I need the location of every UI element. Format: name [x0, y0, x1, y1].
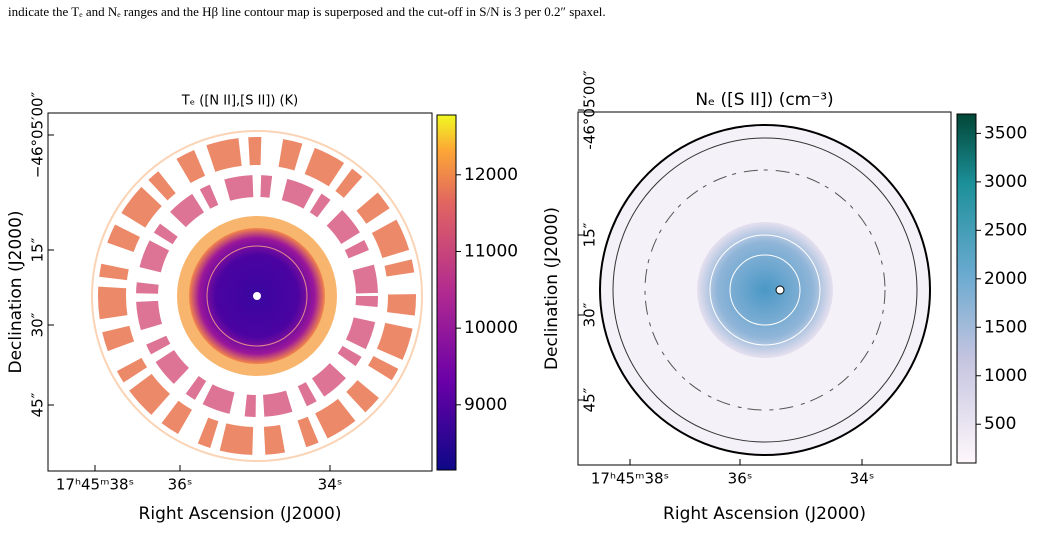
colorbar-tick-label: 3000 — [984, 172, 1027, 192]
x-tick-label: 17ʰ45ᵐ38ˢ — [56, 476, 134, 494]
panel-title: Nₑ ([S II]) (cm⁻³) — [695, 90, 833, 110]
colorbar-tick-label: 11000 — [464, 241, 518, 261]
axes-frame — [577, 111, 952, 466]
x-tick-label: 34ˢ — [850, 470, 875, 488]
te-map — [91, 130, 423, 462]
y-tick-label: 30″ — [29, 312, 47, 337]
y-tick-label: 15″ — [29, 237, 47, 262]
colorbar-tick-label: 3500 — [984, 123, 1027, 143]
y-tick-label: -46°05′00″ — [581, 70, 599, 150]
axes-frame — [47, 112, 433, 472]
colorbar-tick-label: 1000 — [984, 366, 1027, 386]
colorbar-tick-label: 500 — [984, 414, 1016, 434]
y-tick-label: 45″ — [581, 387, 599, 412]
colorbar-tick-label: 10000 — [464, 318, 518, 338]
colorbar — [436, 114, 457, 471]
y-axis-label: Declination (J2000) — [542, 207, 562, 370]
panel-title: Tₑ ([N II],[S II]) (K) — [181, 94, 298, 109]
colorbar — [956, 113, 977, 464]
colorbar-tick-label: 1500 — [984, 317, 1027, 337]
colorbar-tick-label: 12000 — [464, 165, 518, 185]
x-tick-label: 17ʰ45ᵐ38ˢ — [591, 470, 669, 488]
y-tick-label: 45″ — [29, 392, 47, 417]
colorbar-tick-label: 2000 — [984, 269, 1027, 289]
x-axis-label: Right Ascension (J2000) — [663, 504, 866, 524]
colorbar-tick-label: 2500 — [984, 220, 1027, 240]
colorbar-tick-label: 9000 — [464, 395, 507, 415]
y-tick-label: −46°05′00″ — [29, 91, 47, 178]
caption: indicate the Tₑ and Nₑ ranges and the Hβ… — [8, 4, 606, 19]
y-tick-label: 15″ — [581, 222, 599, 247]
ne-map — [599, 124, 931, 456]
x-tick-label: 36ˢ — [168, 476, 193, 494]
x-axis-label: Right Ascension (J2000) — [139, 504, 342, 524]
x-tick-label: 36ˢ — [728, 470, 753, 488]
y-tick-label: 30″ — [581, 302, 599, 327]
y-axis-label: Declination (J2000) — [6, 210, 26, 373]
x-tick-label: 34ˢ — [318, 476, 343, 494]
